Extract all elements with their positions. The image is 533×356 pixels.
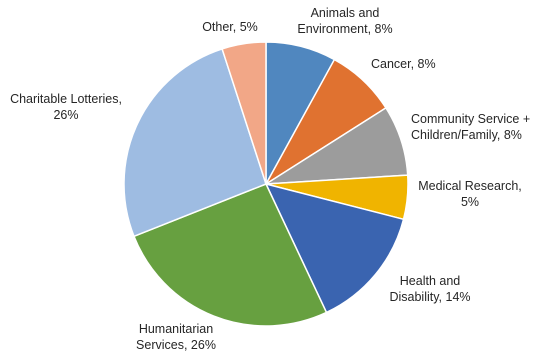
pie-label-line: Animals and	[311, 6, 380, 20]
pie-labels: Animals and Environment, 8% Cancer, 8% Comm…	[10, 6, 530, 352]
pie-label-line: Children/Family, 8%	[411, 128, 522, 142]
pie-label-line: 5%	[461, 195, 479, 209]
pie-label-line: Humanitarian	[139, 322, 213, 336]
pie-label-line: Environment, 8%	[297, 22, 392, 36]
pie-slice-charitable-lotteries	[123, 48, 267, 238]
pie-label-humanitarian-services: Humanitarian Services, 26%	[136, 322, 216, 352]
pie-label-line: Charitable Lotteries,	[10, 92, 122, 106]
pie-label-line: Community Service +	[411, 112, 530, 126]
pie-label-community-service-children-family: Community Service + Children/Family, 8%	[411, 112, 530, 142]
pie-label-health-and-disability: Health and Disability, 14%	[389, 274, 470, 304]
pie-label-line: Services, 26%	[136, 338, 216, 352]
pie-label-cancer: Cancer, 8%	[371, 57, 436, 71]
pie-label-line: Other, 5%	[202, 20, 258, 34]
pie-label-line: Medical Research,	[418, 179, 522, 193]
pie-label-medical-research: Medical Research, 5%	[418, 179, 522, 209]
pie-slice-humanitarian-services	[133, 183, 328, 327]
pie-slices	[123, 41, 409, 327]
pie-label-other: Other, 5%	[202, 20, 258, 34]
pie-slice-health-and-disability	[265, 183, 405, 314]
pie-label-line: 26%	[53, 108, 78, 122]
pie-label-animals-and-environment: Animals and Environment, 8%	[297, 6, 392, 36]
pie-slice-other	[221, 41, 267, 185]
pie-label-line: Disability, 14%	[389, 290, 470, 304]
pie-label-line: Cancer, 8%	[371, 57, 436, 71]
pie-label-charitable-lotteries: Charitable Lotteries, 26%	[10, 92, 122, 122]
pie-label-line: Health and	[400, 274, 461, 288]
